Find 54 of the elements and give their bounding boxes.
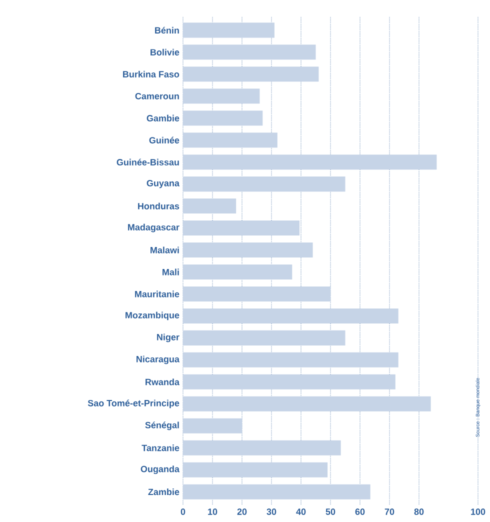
x-tick-label: 30 [266, 508, 276, 515]
y-tick-label: Rwanda [146, 378, 180, 386]
bar [183, 286, 331, 302]
bar [183, 462, 328, 478]
bar [183, 242, 313, 258]
x-tick-label: 10 [208, 508, 218, 515]
y-tick-label: Mali [162, 268, 179, 276]
x-tick-label: 100 [471, 508, 486, 515]
y-tick-label: Zambie [148, 488, 180, 496]
x-tick-label: 20 [237, 508, 247, 515]
bar [183, 110, 263, 126]
y-tick-label: Bénin [155, 26, 179, 34]
y-tick-label: Sénégal [145, 422, 179, 430]
bar [183, 440, 341, 456]
bar [183, 264, 292, 280]
y-tick-label: Guinée [149, 136, 180, 144]
y-tick-label: Burkina Faso [123, 70, 180, 78]
bar [183, 44, 316, 60]
y-tick-label: Malawi [150, 246, 179, 254]
y-tick-label: Madagascar [128, 224, 180, 232]
bar [183, 418, 242, 434]
x-tick-label: 50 [326, 508, 336, 515]
x-tick-label: 60 [355, 508, 365, 515]
y-tick-label: Bolivie [150, 48, 180, 56]
bar [183, 22, 274, 38]
bar [183, 396, 431, 412]
y-tick-label: Niger [157, 334, 180, 342]
bar [183, 88, 260, 104]
y-tick-label: Guyana [146, 180, 180, 188]
bar [183, 198, 236, 214]
bar [183, 154, 437, 170]
x-tick-label: 70 [384, 508, 394, 515]
y-tick-label: Cameroun [135, 92, 179, 100]
x-tick-label: 0 [180, 508, 186, 515]
bar [183, 484, 370, 500]
y-tick-label: Mozambique [126, 312, 180, 320]
bar [183, 220, 300, 236]
bar [183, 132, 278, 148]
y-tick-label: Nicaragua [136, 356, 180, 364]
y-tick-label: Sao Tomé-et-Principe [88, 400, 180, 408]
y-tick-label: Honduras [138, 202, 180, 210]
y-tick-label: Mauritanie [135, 290, 180, 298]
y-tick-label: Guinée-Bissau [116, 158, 179, 166]
x-tick-label: 80 [414, 508, 424, 515]
bar [183, 176, 346, 192]
y-tick-label: Tanzanie [142, 444, 180, 452]
x-tick-label: 40 [296, 508, 306, 515]
y-tick-label: Ouganda [140, 466, 180, 474]
bar [183, 352, 398, 368]
bar [183, 308, 398, 324]
bar [183, 330, 346, 346]
bar [183, 66, 319, 82]
bar [183, 374, 396, 390]
y-tick-label: Gambie [146, 114, 180, 122]
